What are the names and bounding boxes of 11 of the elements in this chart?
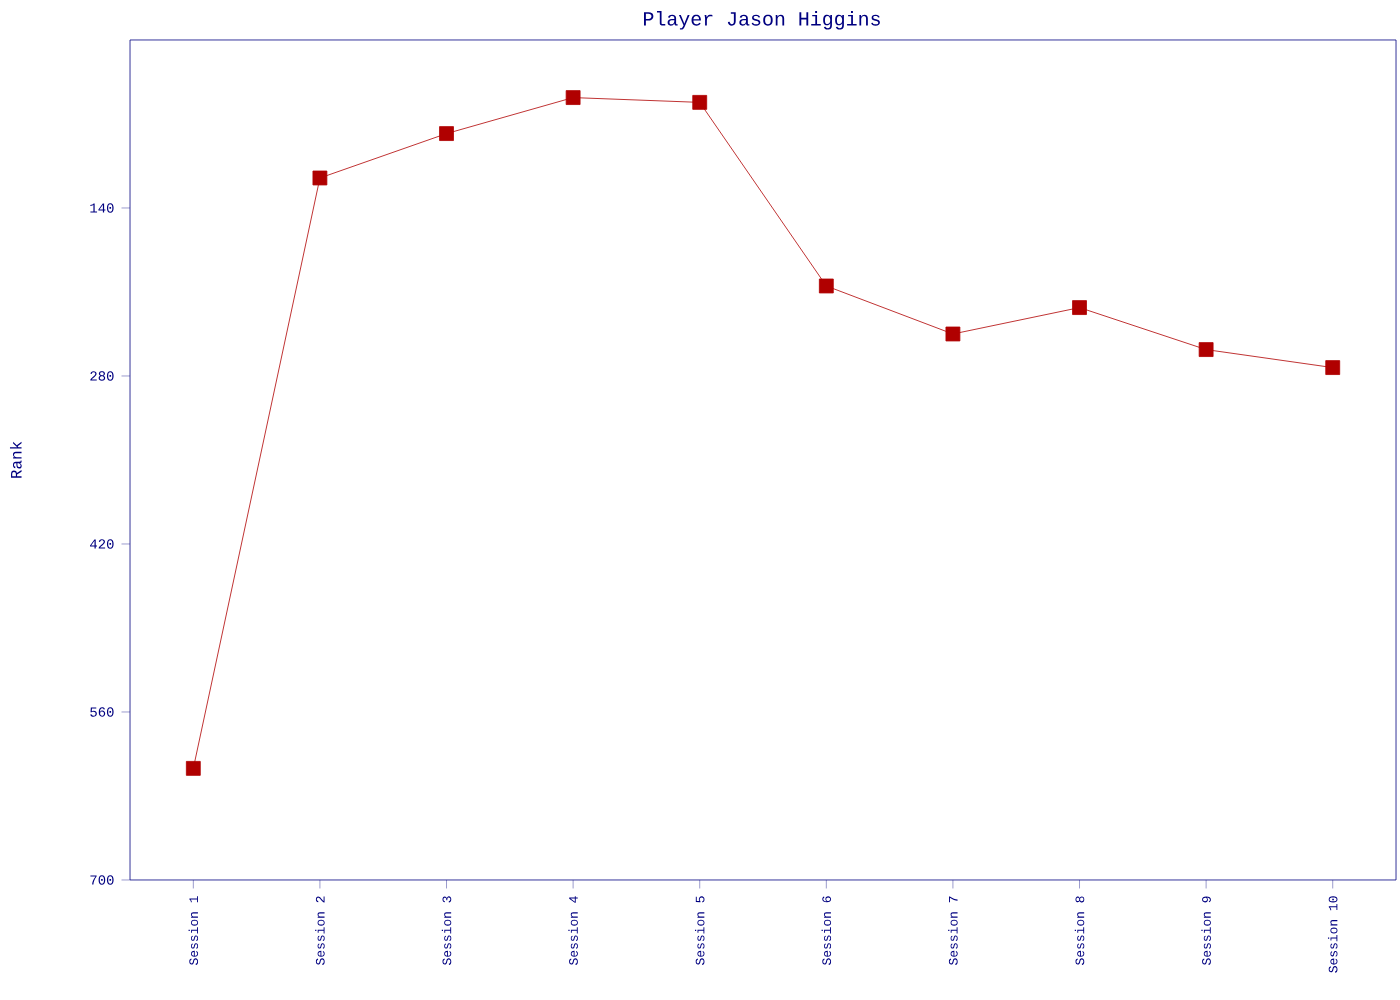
chart-title: Player Jason Higgins (644, 11, 880, 30)
point (185, 761, 201, 776)
point (1325, 360, 1341, 375)
point (439, 126, 454, 141)
point (1072, 300, 1087, 315)
point (565, 90, 581, 105)
point (818, 278, 834, 294)
point (945, 326, 961, 342)
point (312, 170, 328, 186)
point (692, 95, 708, 110)
point (1198, 342, 1214, 357)
